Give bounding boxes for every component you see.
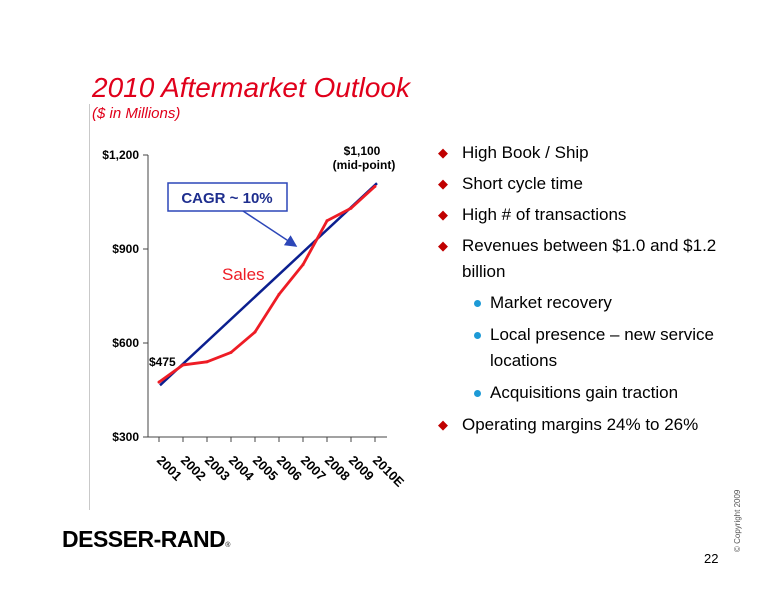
- y-tick-label: $600: [112, 336, 139, 350]
- bullet-list: ◆ High Book / Ship ◆ Short cycle time ◆ High …: [438, 140, 738, 443]
- y-tick-label: $1,200: [102, 148, 139, 162]
- bullet-text: Revenues between $1.0 and $1.2 billion: [462, 236, 717, 281]
- bullet-item: ◆ Revenues between $1.0 and $1.2 billion: [438, 233, 738, 285]
- sales-point: [229, 350, 233, 354]
- start-value-label: $475: [149, 355, 176, 369]
- x-tick-label: 2008: [322, 453, 353, 484]
- sub-bullet-item: Local presence – new service locations: [438, 322, 738, 374]
- x-tick-label: 2001: [154, 453, 185, 484]
- sub-bullet-item: Market recovery: [438, 290, 738, 316]
- bullet-item: ◆ High # of transactions: [438, 202, 738, 228]
- cagr-callout-text: CAGR ~ 10%: [181, 190, 272, 207]
- x-tick-label: 2007: [298, 453, 329, 484]
- diamond-bullet-icon: ◆: [438, 145, 448, 160]
- sales-point: [325, 219, 329, 223]
- sales-point: [253, 330, 257, 334]
- diamond-bullet-icon: ◆: [438, 176, 448, 191]
- divider-line: [89, 104, 90, 510]
- sales-line: [158, 185, 376, 384]
- bullet-text: Acquisitions gain traction: [490, 383, 679, 402]
- y-tick-label: $300: [112, 430, 139, 444]
- y-tick-label: $900: [112, 242, 139, 256]
- sales-point: [301, 263, 305, 267]
- sub-bullet-item: Acquisitions gain traction: [438, 380, 738, 406]
- bullet-text: Local presence – new service locations: [490, 325, 714, 370]
- sales-series-label: Sales: [222, 265, 265, 284]
- bullet-text: Short cycle time: [462, 174, 583, 193]
- bullet-text: Operating margins 24% to 26%: [462, 415, 699, 434]
- x-tick-label: 2004: [226, 453, 258, 485]
- company-logo: DESSER-RAND®: [62, 526, 230, 553]
- slide-subtitle: ($ in Millions): [92, 105, 181, 122]
- logo-text: DESSER-RAND: [62, 526, 226, 552]
- cagr-callout-box: [167, 182, 288, 212]
- dot-bullet-icon: [474, 332, 481, 339]
- bullet-item: ◆ Short cycle time: [438, 171, 738, 197]
- bullet-item: ◆ High Book / Ship: [438, 140, 738, 166]
- bullet-text: Market recovery: [490, 293, 612, 312]
- slide-title: 2010 Aftermarket Outlook: [92, 72, 411, 103]
- x-tick-label: 2005: [250, 453, 281, 484]
- sales-point: [181, 363, 185, 367]
- callout-arrow-icon: [242, 210, 298, 247]
- sales-point: [205, 360, 209, 364]
- sales-point: [277, 292, 281, 296]
- dot-bullet-icon: [474, 390, 481, 397]
- bullet-text: High # of transactions: [462, 205, 627, 224]
- x-tick-label: 2002: [178, 453, 209, 484]
- page-number: 22: [704, 551, 719, 566]
- registered-mark: ®: [225, 542, 230, 549]
- diamond-bullet-icon: ◆: [438, 238, 448, 253]
- bullet-item: ◆ Operating margins 24% to 26%: [438, 412, 738, 438]
- sales-point: [349, 206, 353, 210]
- diamond-bullet-icon: ◆: [438, 207, 448, 222]
- sales-point: [157, 380, 161, 384]
- diamond-bullet-icon: ◆: [438, 417, 448, 432]
- cagr-trend-line: [159, 182, 378, 387]
- x-tick-label: 2009: [346, 453, 377, 484]
- x-tick-label: 2003: [202, 453, 233, 484]
- sales-point: [373, 184, 377, 188]
- end-value-label: $1,100: [344, 144, 381, 158]
- x-tick-label: 2006: [274, 453, 305, 484]
- bullet-text: High Book / Ship: [462, 143, 589, 162]
- copyright-text: © Copyright 2009: [733, 489, 742, 552]
- end-value-sublabel: (mid-point): [333, 158, 396, 172]
- dot-bullet-icon: [474, 300, 481, 307]
